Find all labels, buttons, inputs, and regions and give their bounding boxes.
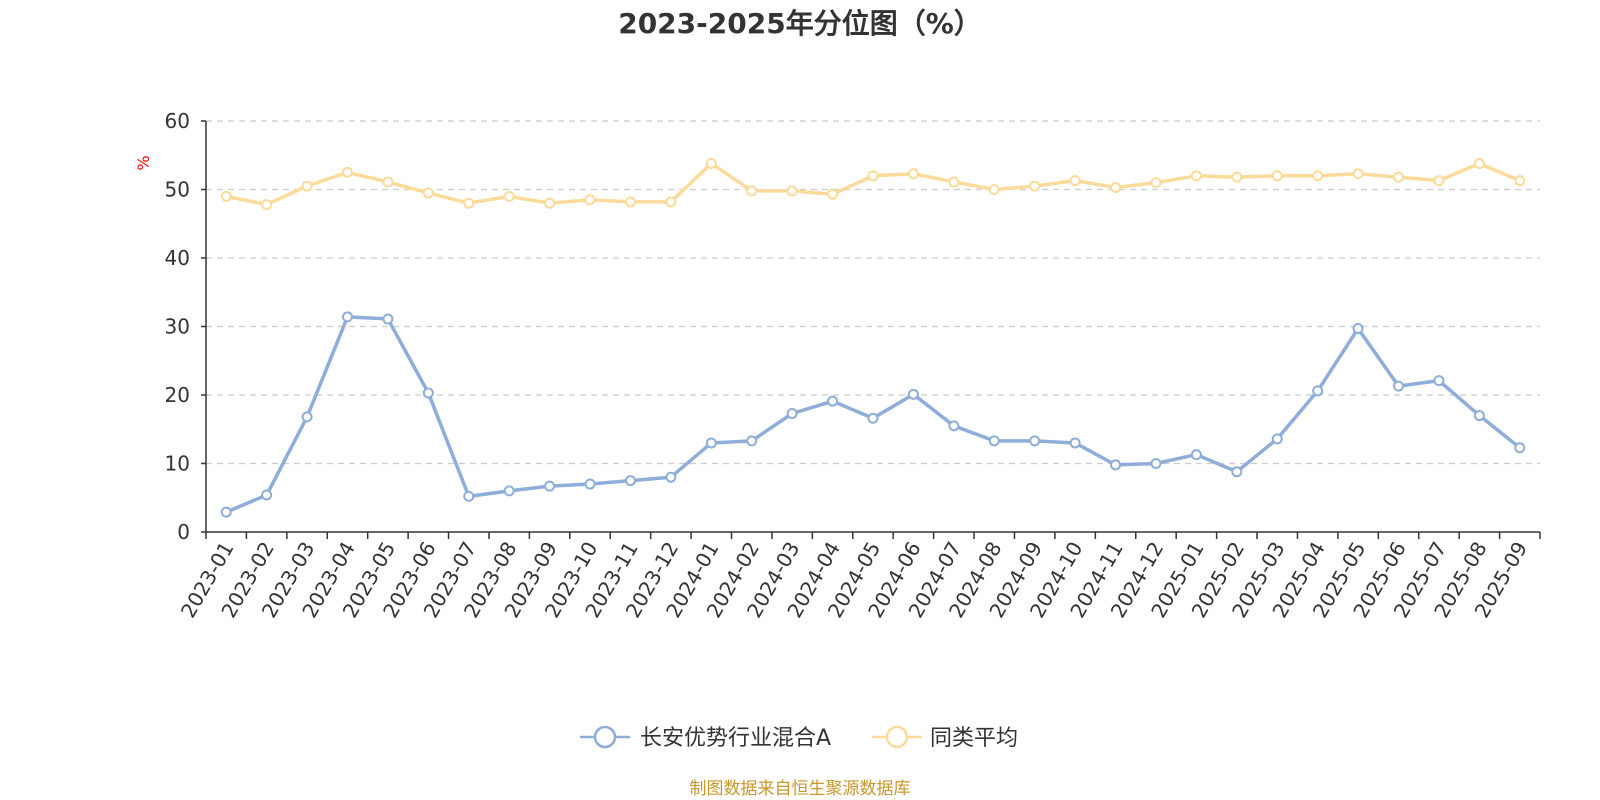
data-point (948, 176, 960, 188)
data-point (584, 478, 596, 490)
data-point (1231, 466, 1243, 478)
data-point (584, 194, 596, 206)
data-point (705, 157, 717, 169)
data-point (705, 437, 717, 449)
legend-marker-icon (593, 725, 617, 749)
legend-item[interactable]: 同类平均 (872, 725, 1018, 751)
data-point (301, 411, 313, 423)
y-axis: 0 10 20 30 40 50 60 (165, 109, 207, 544)
data-point (624, 475, 636, 487)
data-point (1352, 323, 1364, 335)
data-point (1029, 435, 1041, 447)
data-point (503, 485, 515, 497)
y-tick-label: 60 (165, 109, 190, 133)
data-point (907, 168, 919, 180)
data-point (1393, 380, 1405, 392)
data-point (746, 435, 758, 447)
y-axis-unit: % (134, 155, 153, 170)
legend-label: 同类平均 (930, 726, 1018, 751)
legend-marker-icon (885, 725, 909, 749)
data-point (624, 196, 636, 208)
y-tick-label: 0 (177, 520, 190, 544)
data-point (988, 184, 1000, 195)
data-point (382, 176, 394, 188)
data-point (1312, 170, 1324, 182)
data-point (341, 166, 353, 178)
data-point (422, 187, 434, 199)
data-point (1433, 175, 1445, 187)
data-point (786, 185, 798, 197)
x-axis: 2023-012023-022023-032023-042023-052023-… (176, 531, 1541, 622)
data-point (1271, 170, 1283, 182)
legend: 长安优势行业混合A 同类平均 (580, 725, 1018, 751)
y-tick-label: 30 (165, 315, 190, 339)
data-point (1190, 170, 1202, 182)
y-tick-label: 40 (165, 246, 190, 270)
data-point (867, 170, 879, 182)
data-point (1110, 459, 1122, 471)
data-point (827, 395, 839, 407)
data-point (1029, 180, 1041, 192)
series-layer (220, 157, 1526, 518)
data-point (544, 197, 556, 209)
series-2 (220, 157, 1526, 211)
legend-label: 长安优势行业混合A (640, 726, 831, 751)
data-point (1150, 177, 1162, 189)
data-point (1271, 433, 1283, 445)
y-tick-label: 50 (165, 178, 190, 202)
data-point (988, 435, 1000, 447)
chart-title: 2023-2025年分位图（%） (618, 7, 982, 40)
data-point (261, 489, 273, 501)
data-point (1514, 442, 1526, 454)
data-point (1110, 181, 1122, 193)
data-point (463, 490, 475, 502)
data-point (341, 311, 353, 323)
series-1 (220, 311, 1526, 518)
data-point (220, 190, 232, 202)
data-point (220, 506, 232, 518)
data-point (746, 185, 758, 197)
y-tick-label: 20 (165, 383, 190, 407)
data-point (1514, 175, 1526, 187)
data-point (1473, 410, 1485, 422)
data-point (1150, 458, 1162, 469)
data-point (786, 407, 798, 419)
data-point (907, 388, 919, 400)
data-point (948, 420, 960, 432)
data-point (544, 480, 556, 492)
data-point (1069, 437, 1081, 449)
legend-item[interactable]: 长安优势行业混合A (580, 725, 831, 751)
data-point (1352, 168, 1364, 180)
data-point (1069, 175, 1081, 187)
data-point (827, 188, 839, 200)
data-point (1312, 385, 1324, 397)
data-point (1190, 449, 1202, 461)
data-point (665, 196, 677, 208)
data-point (422, 387, 434, 399)
source-note: 制图数据来自恒生聚源数据库 (690, 779, 911, 799)
data-point (301, 180, 313, 192)
series-line (224, 161, 1522, 207)
data-point (463, 197, 475, 209)
data-point (503, 190, 515, 202)
data-point (1473, 157, 1485, 169)
data-point (1433, 375, 1445, 387)
data-point (261, 199, 273, 211)
data-point (1231, 171, 1243, 183)
y-tick-label: 10 (165, 452, 190, 476)
data-point (665, 471, 677, 483)
data-point (867, 412, 879, 424)
data-point (1393, 171, 1405, 183)
data-point (382, 313, 394, 325)
